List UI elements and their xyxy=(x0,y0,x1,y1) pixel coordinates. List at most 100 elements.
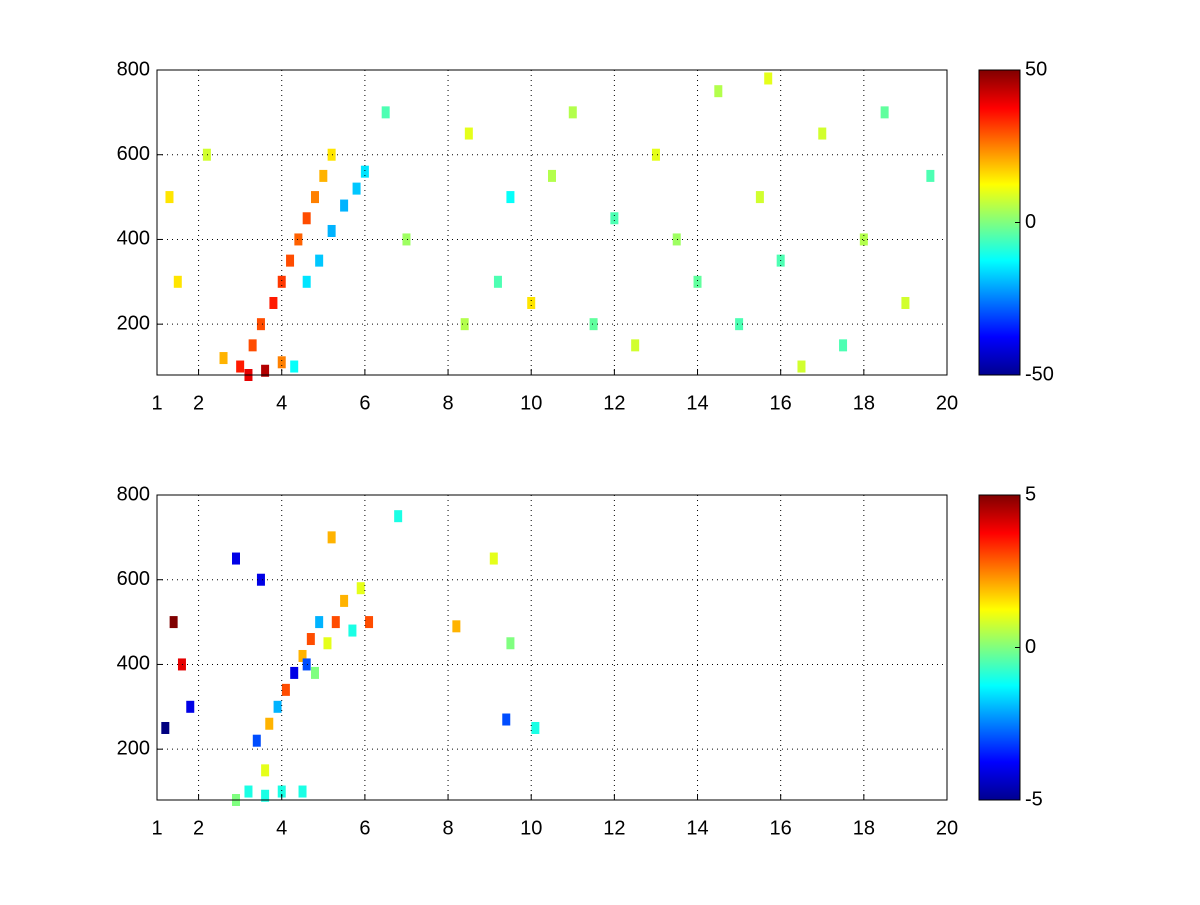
heat-cell xyxy=(265,717,274,730)
axes-box xyxy=(156,69,948,376)
heat-cell xyxy=(568,106,577,119)
heat-cell xyxy=(755,191,764,204)
heat-cell xyxy=(880,106,889,119)
heat-cell xyxy=(256,318,265,331)
heat-cell xyxy=(261,764,270,777)
heat-cell xyxy=(672,233,681,246)
heat-cell xyxy=(290,666,299,679)
heat-cell xyxy=(859,233,868,246)
x-tick-label: 12 xyxy=(603,392,625,414)
heat-cell xyxy=(327,224,336,237)
heat-cell xyxy=(315,254,324,267)
heat-cell xyxy=(273,700,282,713)
heat-cell xyxy=(311,191,319,204)
heat-cell xyxy=(926,169,935,182)
y-tick-label: 600 xyxy=(117,568,150,590)
heat-cell xyxy=(319,169,328,182)
heat-cell xyxy=(502,713,511,726)
y-tick-label: 400 xyxy=(117,228,150,250)
heat-cell xyxy=(839,339,848,352)
x-tick-label: 14 xyxy=(686,817,708,839)
heat-cell xyxy=(493,275,502,288)
heat-cell xyxy=(252,734,261,747)
heat-cell xyxy=(610,212,619,225)
heat-cell xyxy=(315,616,324,629)
heat-cell xyxy=(186,700,195,713)
y-tick-label: 200 xyxy=(117,737,150,759)
heat-cell xyxy=(489,552,498,565)
heat-cell xyxy=(290,360,299,373)
heat-cell xyxy=(365,616,374,629)
heat-cell xyxy=(177,658,186,671)
colorbar xyxy=(978,69,1021,376)
colorbar-tick-label: 5 xyxy=(1025,483,1036,505)
heat-cell xyxy=(281,683,290,696)
heat-cell xyxy=(277,275,286,288)
heat-cell xyxy=(261,364,270,377)
heat-cell xyxy=(236,360,245,373)
plot-area xyxy=(157,70,947,375)
colorbar-tick-label: 50 xyxy=(1025,58,1047,80)
heat-cell xyxy=(202,148,211,161)
x-tick-label: 16 xyxy=(770,392,792,414)
heat-cell xyxy=(360,165,369,178)
heat-cell xyxy=(302,212,311,225)
colorbar-tick-label: 0 xyxy=(1025,211,1036,233)
heat-cell xyxy=(161,721,170,734)
heat-cell xyxy=(277,356,286,369)
x-tick-label: 6 xyxy=(359,392,370,414)
x-tick-label: 12 xyxy=(603,817,625,839)
y-tick-label: 400 xyxy=(117,653,150,675)
heat-cell xyxy=(402,233,411,246)
x-tick-label: 1 xyxy=(151,817,162,839)
heat-cell xyxy=(269,296,278,309)
x-tick-label: 18 xyxy=(853,817,875,839)
heat-cell xyxy=(735,318,744,331)
heat-cell xyxy=(348,624,357,637)
heat-cell xyxy=(311,666,319,679)
heat-cell xyxy=(818,127,827,140)
heat-cell xyxy=(394,510,403,523)
heat-cell xyxy=(323,637,332,650)
x-tick-label: 20 xyxy=(936,392,958,414)
heat-cell xyxy=(256,573,265,586)
heat-cell xyxy=(261,789,270,802)
heat-cell xyxy=(531,721,540,734)
heat-cell xyxy=(327,148,336,161)
heat-cell xyxy=(901,296,910,309)
x-tick-label: 18 xyxy=(853,392,875,414)
heat-cell xyxy=(548,169,556,182)
heat-cell xyxy=(244,785,253,798)
x-tick-label: 10 xyxy=(520,392,542,414)
heat-cell xyxy=(165,191,174,204)
x-tick-label: 20 xyxy=(936,817,958,839)
heat-cell xyxy=(631,339,640,352)
x-tick-label: 6 xyxy=(359,817,370,839)
heat-cell xyxy=(173,275,182,288)
x-tick-label: 16 xyxy=(770,817,792,839)
heat-cell xyxy=(356,582,365,595)
heat-cell xyxy=(460,318,469,331)
heat-cell xyxy=(797,360,806,373)
colorbar xyxy=(978,494,1021,801)
heat-cell xyxy=(248,339,257,352)
x-tick-label: 1 xyxy=(151,392,162,414)
colorbar-tick-label: -5 xyxy=(1025,788,1043,810)
heat-cell xyxy=(340,199,349,212)
colorbar-tick-label: 0 xyxy=(1025,636,1036,658)
axes-box xyxy=(156,494,948,801)
heat-cell xyxy=(169,616,178,629)
heat-cell xyxy=(219,352,228,365)
x-tick-label: 8 xyxy=(442,817,453,839)
heat-cell xyxy=(302,658,311,671)
heat-cell xyxy=(294,233,303,246)
heat-cell xyxy=(298,785,307,798)
heat-cell xyxy=(277,785,286,798)
heat-cell xyxy=(693,275,702,288)
heat-cell xyxy=(506,637,515,650)
heat-cell xyxy=(764,72,773,85)
heat-cell xyxy=(232,552,240,565)
y-tick-label: 800 xyxy=(117,483,150,505)
y-tick-label: 600 xyxy=(117,143,150,165)
